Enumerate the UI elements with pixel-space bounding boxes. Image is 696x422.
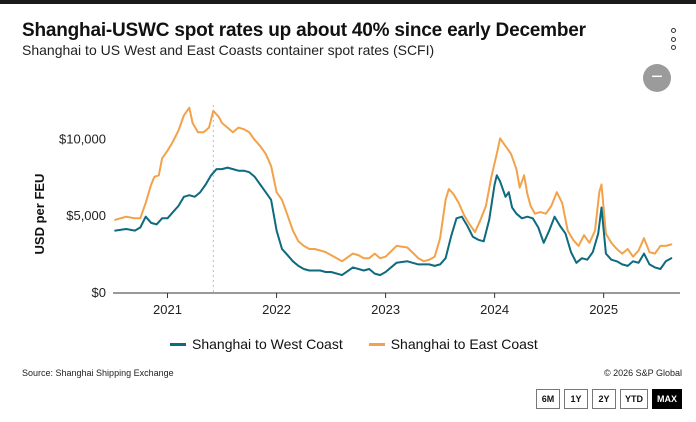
legend-item-east-coast[interactable]: Shanghai to East Coast <box>368 336 538 352</box>
line-chart: USD per FEU $0 $5,000 $10,000 2021 2022 2023 2… <box>32 105 680 317</box>
y-axis-title: USD per FEU <box>32 174 47 255</box>
y-tick-label: $5,000 <box>66 208 106 223</box>
legend-swatch-west-coast <box>170 342 186 346</box>
legend-swatch-east-coast <box>368 342 385 346</box>
range-max-button[interactable]: MAX <box>652 389 682 409</box>
x-tick-label: 2025 <box>589 302 618 317</box>
top-rule <box>0 0 696 4</box>
y-tick-label: $10,000 <box>59 131 106 146</box>
chart-menu-icon[interactable] <box>666 28 680 50</box>
copyright-note: © 2026 S&P Global <box>603 368 682 378</box>
range-ytd-button[interactable]: YTD <box>620 389 648 409</box>
source-note: Source: Shanghai Shipping Exchange <box>22 368 174 378</box>
zoom-out-button[interactable]: − <box>643 64 671 92</box>
legend-label-east-coast: Shanghai to East Coast <box>390 336 538 352</box>
y-tick-label: $0 <box>92 285 106 300</box>
x-tick-label: 2024 <box>480 302 509 317</box>
range-6m-button[interactable]: 6M <box>536 389 560 409</box>
legend: Shanghai to West Coast Shanghai to East … <box>170 336 564 352</box>
x-tick-label: 2022 <box>262 302 291 317</box>
series-line-east-coast[interactable] <box>114 106 673 263</box>
x-tick-label: 2023 <box>371 302 400 317</box>
x-tick-label: 2021 <box>153 302 182 317</box>
chart-title: Shanghai-USWC spot rates up about 40% si… <box>22 20 586 41</box>
legend-label-west-coast: Shanghai to West Coast <box>192 336 343 352</box>
range-selector: 6M 1Y 2Y YTD MAX <box>532 389 682 409</box>
chart-subtitle: Shanghai to US West and East Coasts cont… <box>22 42 435 58</box>
range-2y-button[interactable]: 2Y <box>592 389 616 409</box>
range-1y-button[interactable]: 1Y <box>564 389 588 409</box>
series-line-west-coast[interactable] <box>114 166 673 277</box>
legend-item-west-coast[interactable]: Shanghai to West Coast <box>170 336 343 352</box>
